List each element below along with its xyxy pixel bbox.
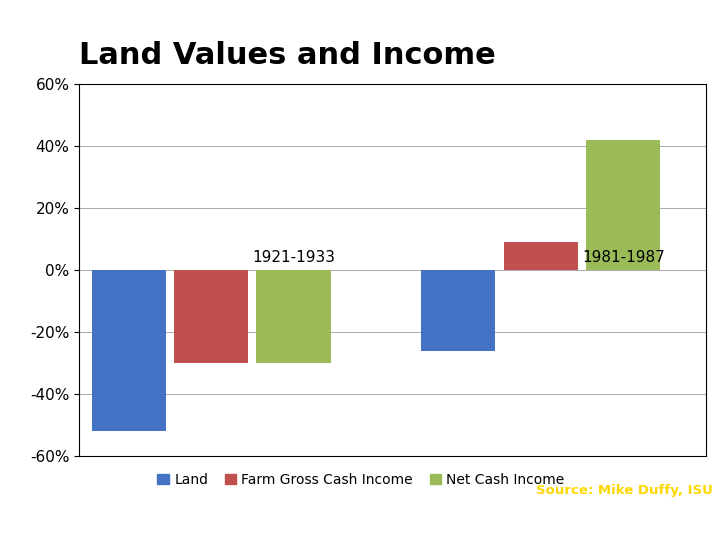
Text: 1981-1987: 1981-1987 bbox=[582, 251, 665, 265]
Bar bbox=[504, 242, 578, 270]
Text: Source: Mike Duffy, ISU: Source: Mike Duffy, ISU bbox=[536, 484, 713, 497]
Text: Land Values and Income: Land Values and Income bbox=[79, 41, 496, 70]
Text: 1921-1933: 1921-1933 bbox=[252, 251, 336, 265]
Text: Ag Decision Maker: Ag Decision Maker bbox=[536, 518, 713, 535]
Bar bbox=[586, 140, 660, 270]
Text: Extension and Outreach/Department of Economics: Extension and Outreach/Department of Eco… bbox=[7, 518, 307, 531]
Legend: Land, Farm Gross Cash Income, Net Cash Income: Land, Farm Gross Cash Income, Net Cash I… bbox=[152, 467, 570, 492]
Bar bbox=[256, 270, 330, 363]
Text: Iowa State University: Iowa State University bbox=[7, 484, 274, 506]
Bar bbox=[174, 270, 248, 363]
Bar bbox=[91, 270, 166, 431]
Bar bbox=[421, 270, 495, 351]
